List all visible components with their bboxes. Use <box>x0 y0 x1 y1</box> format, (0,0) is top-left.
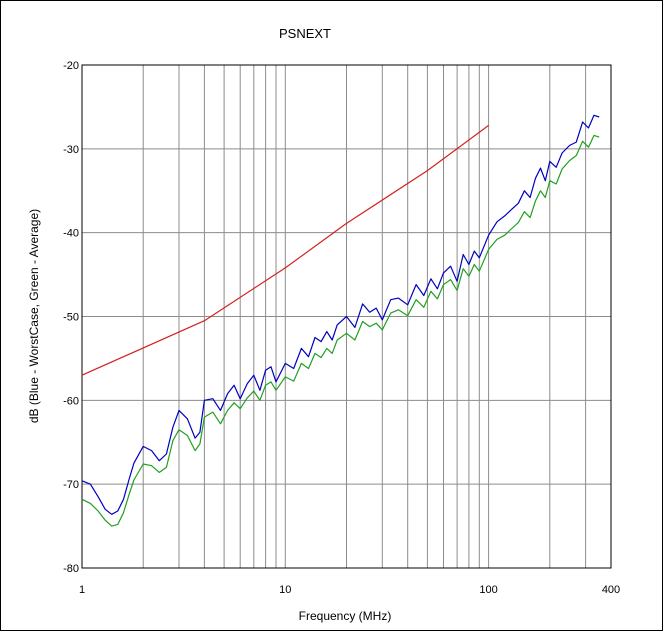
y-tick-label: -40 <box>63 228 79 240</box>
y-tick-label: -80 <box>63 563 79 575</box>
y-tick-label: -30 <box>63 144 79 156</box>
worst-case-line <box>81 114 600 515</box>
chart-title: PSNEXT <box>279 26 331 41</box>
y-tick-label: -20 <box>63 60 79 72</box>
limit-line <box>81 124 489 376</box>
series-layer <box>81 114 600 527</box>
x-tick-labels: 1 10 100 400 <box>79 584 620 596</box>
y-tick-label: -60 <box>63 395 79 407</box>
x-tick-label: 400 <box>602 584 620 596</box>
y-tick-label: -50 <box>63 312 79 324</box>
y-tick-labels: -20 -30 -40 -50 -60 -70 -80 <box>63 60 79 575</box>
x-axis-label: Frequency (MHz) <box>299 609 392 623</box>
x-tick-label: 10 <box>279 584 291 596</box>
x-tick-label: 100 <box>479 584 497 596</box>
y-axis-label: dB (Blue - WorstCase, Green - Average) <box>27 209 41 423</box>
x-tick-label: 1 <box>79 584 85 596</box>
y-tick-label: -70 <box>63 479 79 491</box>
average-line <box>81 134 600 527</box>
plot-border <box>81 64 612 569</box>
